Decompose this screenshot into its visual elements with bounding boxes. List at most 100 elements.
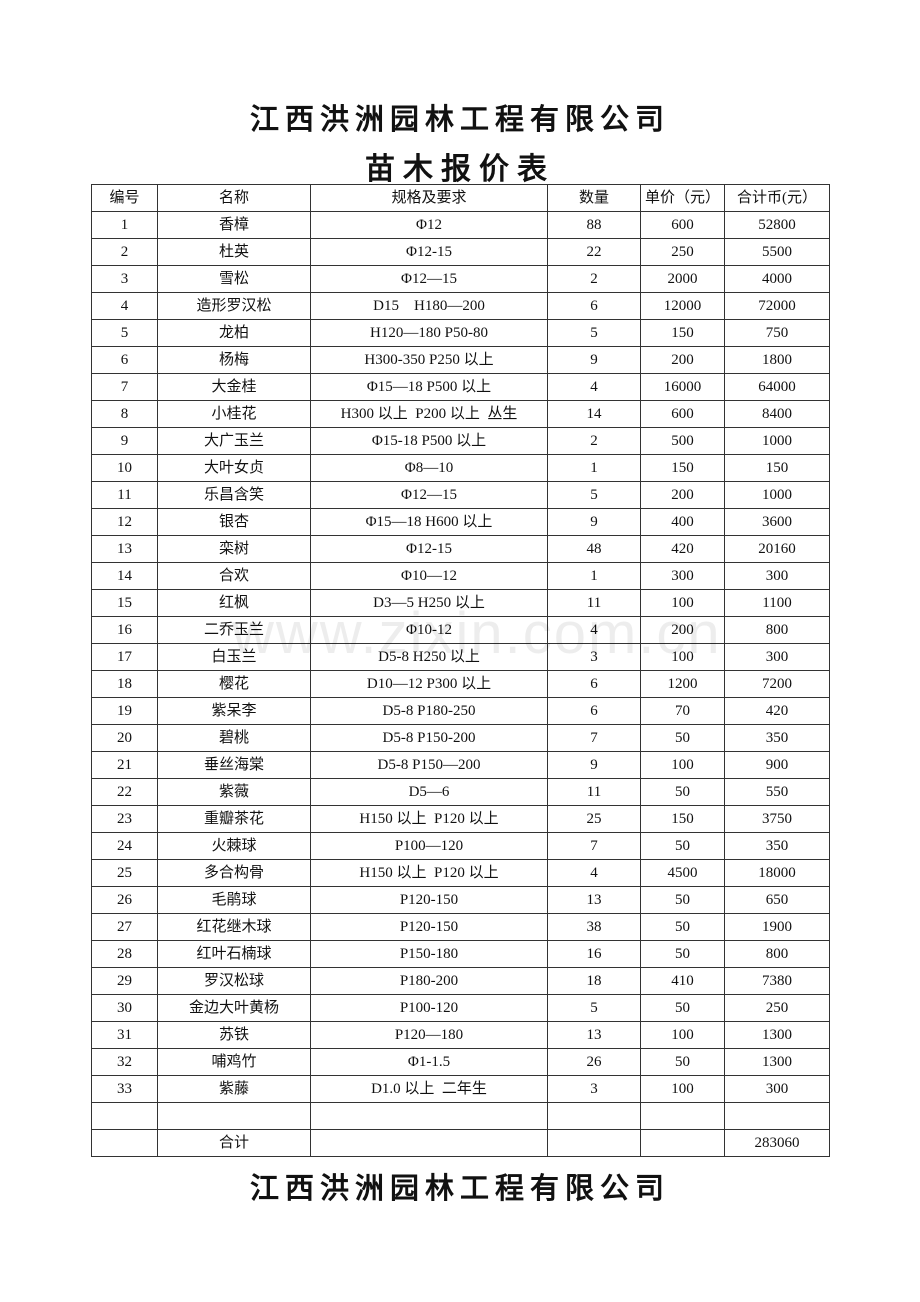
company-footer: 江西洪洲园林工程有限公司: [249, 1171, 670, 1205]
cell-total: 420: [724, 697, 830, 725]
cell-qty: 4: [547, 373, 641, 401]
cell-unit-price: 50: [640, 886, 725, 914]
cell-name: 毛鹃球: [157, 886, 311, 914]
cell-total: 4000: [724, 265, 830, 293]
cell-no: [91, 1102, 158, 1130]
cell-total: 283060: [724, 1129, 830, 1157]
table-row: 2 杜英 Φ12-15 22 250 5500: [91, 238, 830, 266]
cell-unit-price: 300: [640, 562, 725, 590]
table-row: 23 重瓣茶花 H150 以上 P120 以上 25 150 3750: [91, 805, 830, 833]
cell-spec: Φ12-15: [310, 238, 548, 266]
cell-qty: 13: [547, 886, 641, 914]
cell-no: 17: [91, 643, 158, 671]
cell-name: 银杏: [157, 508, 311, 536]
cell-total: 1000: [724, 427, 830, 455]
cell-total: 3750: [724, 805, 830, 833]
cell-qty: 48: [547, 535, 641, 563]
cell-name: [157, 1102, 311, 1130]
cell-spec: Φ15—18 P500 以上: [310, 373, 548, 401]
table-row: 29 罗汉松球 P180-200 18 410 7380: [91, 967, 830, 995]
document-title: 苗木报价表: [365, 152, 555, 187]
cell-name: 杨梅: [157, 346, 311, 374]
table-header: 编号 名称 规格及要求 数量 单价（元） 合计币(元）: [91, 184, 830, 212]
cell-spec: Φ12-15: [310, 535, 548, 563]
cell-qty: 11: [547, 778, 641, 806]
cell-total: 350: [724, 724, 830, 752]
cell-spec: P100—120: [310, 832, 548, 860]
table-row: 15 红枫 D3—5 H250 以上 11 100 1100: [91, 589, 830, 617]
cell-no: 26: [91, 886, 158, 914]
cell-spec: P120-150: [310, 913, 548, 941]
cell-name: 香樟: [157, 211, 311, 239]
cell-unit-price: 100: [640, 1075, 725, 1103]
cell-total: 20160: [724, 535, 830, 563]
cell-no: 25: [91, 859, 158, 887]
cell-spec: Φ15-18 P500 以上: [310, 427, 548, 455]
table-row: 6 杨梅 H300-350 P250 以上 9 200 1800: [91, 346, 830, 374]
cell-qty: 25: [547, 805, 641, 833]
table-row: 22 紫薇 D5—6 11 50 550: [91, 778, 830, 806]
cell-qty: 6: [547, 697, 641, 725]
cell-spec: P120-150: [310, 886, 548, 914]
cell-qty: 13: [547, 1021, 641, 1049]
cell-total: 150: [724, 454, 830, 482]
cell-no: 28: [91, 940, 158, 968]
table-row: 20 碧桃 D5-8 P150-200 7 50 350: [91, 724, 830, 752]
cell-qty: 22: [547, 238, 641, 266]
cell-no: 29: [91, 967, 158, 995]
cell-total: 1900: [724, 913, 830, 941]
cell-total: 72000: [724, 292, 830, 320]
cell-total: 750: [724, 319, 830, 347]
cell-unit-price: 100: [640, 589, 725, 617]
cell-no: 30: [91, 994, 158, 1022]
table-row: 19 紫呆李 D5-8 P180-250 6 70 420: [91, 697, 830, 725]
cell-qty: 5: [547, 481, 641, 509]
cell-unit-price: 420: [640, 535, 725, 563]
cell-spec: H150 以上 P120 以上: [310, 805, 548, 833]
cell-unit-price: 50: [640, 940, 725, 968]
cell-qty: 1: [547, 562, 641, 590]
cell-unit-price: 200: [640, 346, 725, 374]
cell-spec: Φ1-1.5: [310, 1048, 548, 1076]
cell-unit-price: 1200: [640, 670, 725, 698]
cell-unit-price: 50: [640, 778, 725, 806]
cell-qty: 16: [547, 940, 641, 968]
cell-spec: Φ12—15: [310, 265, 548, 293]
cell-name: 红花继木球: [157, 913, 311, 941]
cell-total: 1300: [724, 1048, 830, 1076]
cell-spec: D5-8 P150-200: [310, 724, 548, 752]
cell-no: [91, 1129, 158, 1157]
quotation-table: 编号 名称 规格及要求 数量 单价（元） 合计币(元） 1 香樟 Φ12 88 600 5…: [91, 184, 830, 1157]
cell-no: 22: [91, 778, 158, 806]
cell-no: 6: [91, 346, 158, 374]
table-body: 1 香樟 Φ12 88 600 52800 2 杜英 Φ12-15 22 250 5500 3 雪松 Φ12…: [91, 211, 830, 1157]
cell-unit-price: 50: [640, 913, 725, 941]
cell-qty: 9: [547, 751, 641, 779]
cell-no: 27: [91, 913, 158, 941]
cell-name: 哺鸡竹: [157, 1048, 311, 1076]
table-row: 1 香樟 Φ12 88 600 52800: [91, 211, 830, 239]
cell-name: 大金桂: [157, 373, 311, 401]
cell-name: 火棘球: [157, 832, 311, 860]
cell-no: 2: [91, 238, 158, 266]
table-row: 30 金边大叶黄杨 P100-120 5 50 250: [91, 994, 830, 1022]
cell-unit-price: 400: [640, 508, 725, 536]
cell-total: 1100: [724, 589, 830, 617]
cell-no: 10: [91, 454, 158, 482]
table-row: 5 龙柏 H120—180 P50-80 5 150 750: [91, 319, 830, 347]
cell-name: 碧桃: [157, 724, 311, 752]
cell-unit-price: 4500: [640, 859, 725, 887]
cell-total: 7380: [724, 967, 830, 995]
cell-total: 52800: [724, 211, 830, 239]
cell-name: 樱花: [157, 670, 311, 698]
cell-unit-price: 410: [640, 967, 725, 995]
cell-qty: 9: [547, 508, 641, 536]
table-row: 16 二乔玉兰 Φ10-12 4 200 800: [91, 616, 830, 644]
table-row: 18 樱花 D10—12 P300 以上 6 1200 7200: [91, 670, 830, 698]
cell-name: 大叶女贞: [157, 454, 311, 482]
table-row: 10 大叶女贞 Φ8—10 1 150 150: [91, 454, 830, 482]
cell-unit-price: 600: [640, 400, 725, 428]
cell-spec: P120—180: [310, 1021, 548, 1049]
cell-qty: 14: [547, 400, 641, 428]
cell-total: 300: [724, 1075, 830, 1103]
